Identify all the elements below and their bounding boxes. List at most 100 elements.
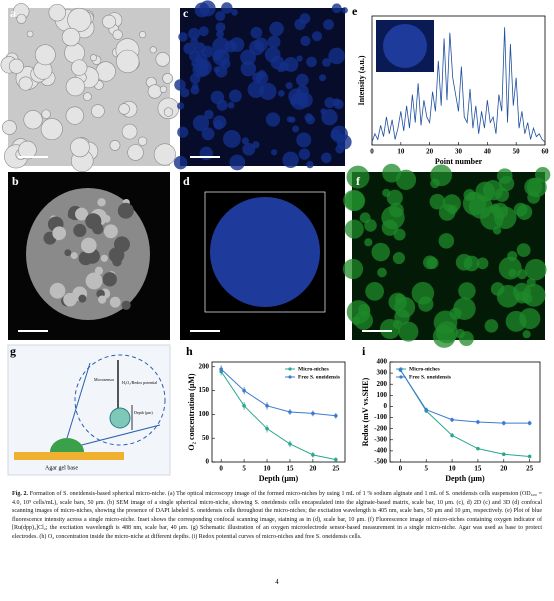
legend-label: Free S. oneidensis xyxy=(298,374,340,380)
cell xyxy=(319,74,327,82)
caption-text: Formation of S. oneidensis-based spheric… xyxy=(12,491,542,540)
marker xyxy=(334,414,338,418)
cell xyxy=(433,310,458,335)
cell xyxy=(200,60,210,70)
cell xyxy=(189,73,201,84)
x-tick-label: 10 xyxy=(264,465,272,473)
cell xyxy=(75,207,89,221)
cell xyxy=(201,45,214,58)
cell xyxy=(18,140,37,160)
cell xyxy=(188,27,200,40)
marker xyxy=(476,420,480,424)
cell xyxy=(398,321,419,342)
legend-label: Micro-niches xyxy=(298,366,329,372)
label: Agar gel base xyxy=(45,465,78,471)
x-tick-label: 60 xyxy=(542,148,550,156)
cell xyxy=(469,195,493,219)
cell xyxy=(102,215,111,223)
cell xyxy=(270,149,278,156)
cell xyxy=(61,27,81,47)
cell xyxy=(198,26,209,37)
cell xyxy=(177,102,185,110)
cell xyxy=(18,76,33,91)
cell xyxy=(300,35,311,47)
cell xyxy=(364,238,373,247)
scale-bar xyxy=(190,156,220,158)
data-line xyxy=(399,369,530,457)
cell xyxy=(71,59,88,76)
marker xyxy=(311,453,315,457)
y-axis-label: O₂ concentration (μM) xyxy=(187,373,196,450)
cell xyxy=(34,44,56,66)
cell xyxy=(328,47,345,65)
y-tick-label: 0 xyxy=(206,458,210,466)
cell xyxy=(94,266,104,275)
cell xyxy=(65,106,84,125)
cell xyxy=(183,42,196,55)
x-tick-label: 0 xyxy=(399,465,403,473)
marker xyxy=(398,367,403,372)
x-tick-label: 25 xyxy=(526,465,534,473)
cell xyxy=(296,55,303,62)
zoom-line xyxy=(69,424,161,449)
cell xyxy=(117,202,134,219)
cell xyxy=(228,89,242,103)
x-tick-label: 20 xyxy=(309,465,317,473)
cell xyxy=(240,60,257,77)
cell xyxy=(178,32,188,42)
panel-letter: h xyxy=(186,344,193,358)
cell xyxy=(442,194,461,213)
cell xyxy=(342,258,364,280)
legend-marker xyxy=(399,375,403,379)
panel-letters: a b c d e f g h i xyxy=(10,4,366,358)
cell xyxy=(64,249,72,257)
marker xyxy=(450,417,454,422)
cell xyxy=(48,3,66,22)
cell xyxy=(180,88,190,98)
marker xyxy=(219,367,223,371)
x-tick-label: 10 xyxy=(397,148,405,156)
x-tick-label: 30 xyxy=(455,148,463,156)
zoom-line xyxy=(63,362,91,449)
cell xyxy=(121,123,138,140)
cell xyxy=(330,125,348,143)
cell xyxy=(346,165,370,189)
y-axis-label: Redox (mV vs.SHE) xyxy=(361,377,370,446)
niche-zoom xyxy=(109,407,131,429)
cell xyxy=(267,35,281,49)
panel-letter: g xyxy=(10,344,16,358)
cell xyxy=(290,98,297,106)
sphere xyxy=(210,197,320,307)
cell xyxy=(476,257,489,270)
y-tick-label: -100 xyxy=(374,413,387,421)
x-tick-label: 40 xyxy=(484,148,492,156)
cell xyxy=(16,13,27,24)
x-tick-label: 5 xyxy=(242,465,246,473)
cell xyxy=(80,237,97,254)
cell xyxy=(296,73,309,87)
cell xyxy=(507,251,518,262)
cell xyxy=(173,155,188,170)
data-line xyxy=(399,369,530,424)
cell xyxy=(147,84,162,99)
cell xyxy=(392,251,406,265)
cell xyxy=(324,97,336,109)
data-line xyxy=(220,371,336,461)
legend-marker xyxy=(288,367,292,371)
cell xyxy=(283,57,299,72)
x-axis-label: Point number xyxy=(435,157,483,166)
micrographs xyxy=(0,0,551,348)
marker xyxy=(501,421,506,425)
y-tick-label: -400 xyxy=(374,446,387,454)
marker xyxy=(242,404,246,408)
cell xyxy=(192,114,210,132)
cell xyxy=(231,8,238,16)
cell xyxy=(250,26,263,39)
cell xyxy=(199,146,214,161)
cell xyxy=(382,163,402,183)
panel-letter: f xyxy=(356,174,361,188)
legend-label: Micro-niches xyxy=(409,366,440,372)
cell xyxy=(229,154,246,171)
cell xyxy=(100,254,108,262)
